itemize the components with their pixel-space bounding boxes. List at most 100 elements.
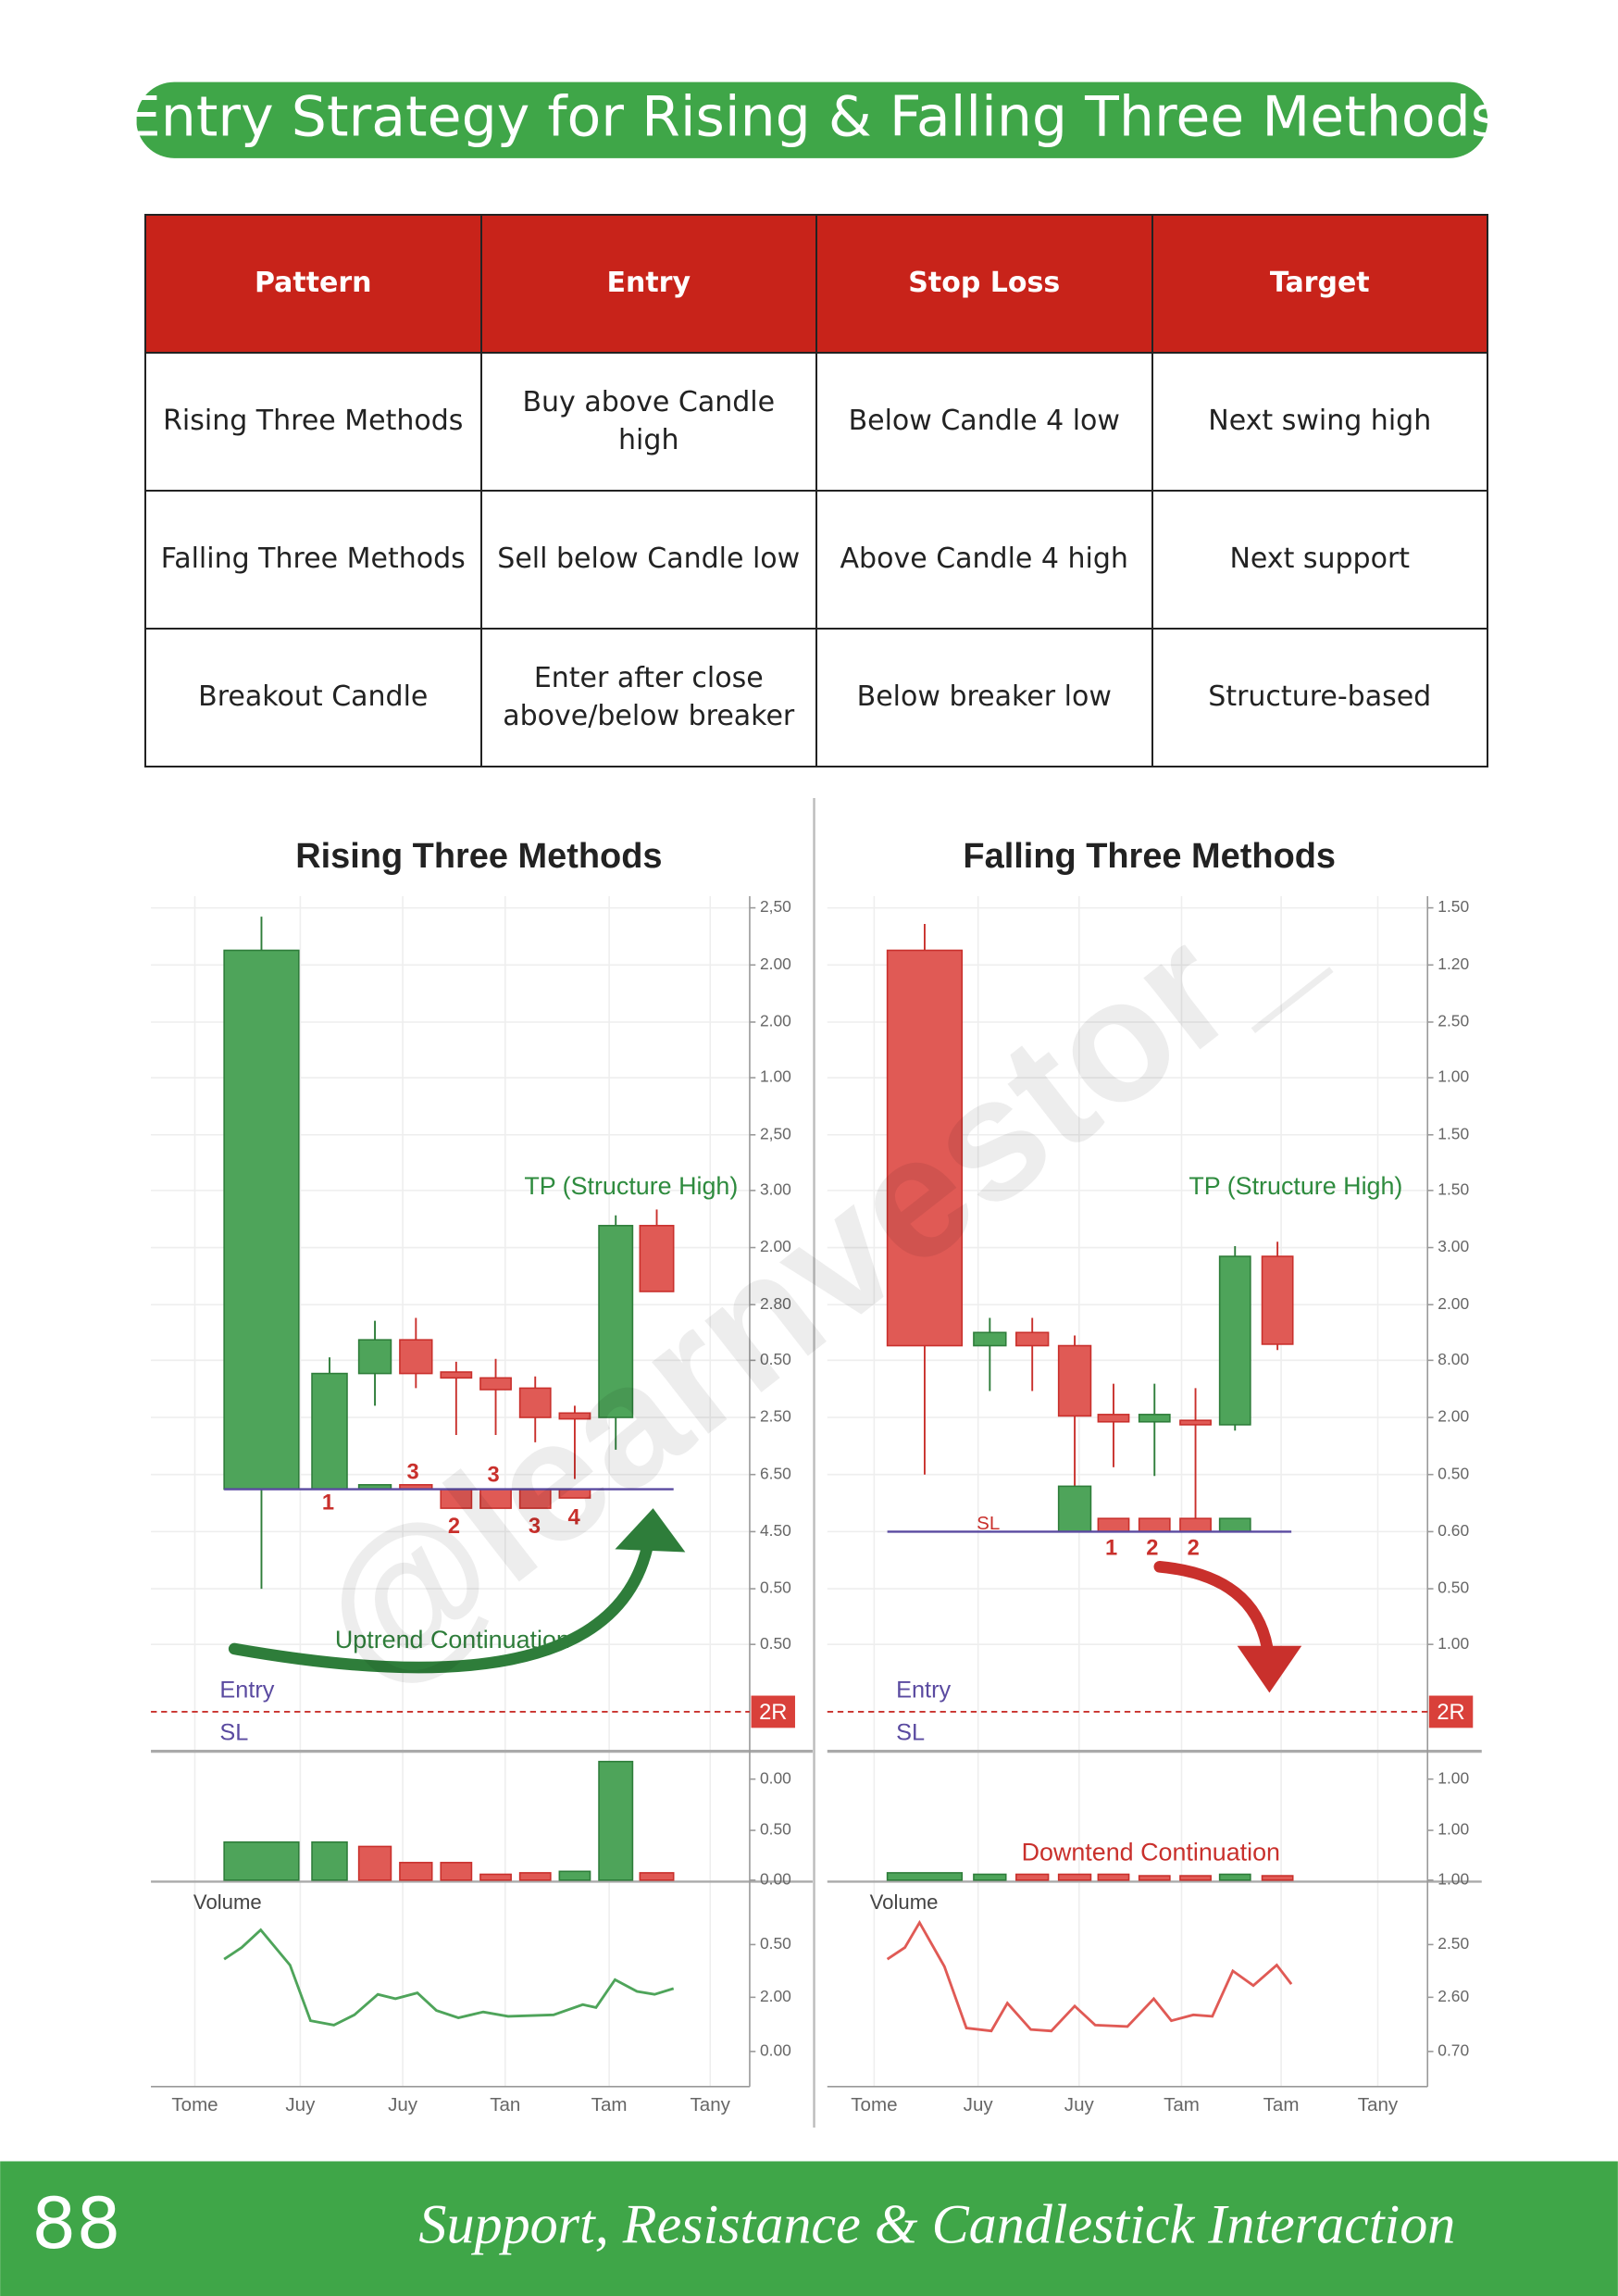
table-cell: Structure-based — [1151, 628, 1488, 767]
y-tick-label: 1.00 — [760, 1067, 791, 1086]
candle-body — [479, 1377, 512, 1391]
trend-arrow — [1153, 1561, 1275, 1658]
table-cell: Above Candle 4 high — [815, 490, 1153, 630]
x-tick-label: Tome — [171, 2094, 218, 2115]
title-pill — [136, 81, 1488, 158]
page-number: 88 — [31, 2183, 121, 2265]
x-tick-label: Tan — [490, 2094, 520, 2115]
x-tick-label: Tome — [851, 2094, 897, 2115]
column-header: Stop Loss — [815, 214, 1153, 354]
header-row: Pattern Entry Stop Loss Target — [144, 214, 1488, 354]
y-tick-label: 3.00 — [1438, 1237, 1469, 1255]
volume-bar — [518, 1872, 552, 1881]
volume-bar — [311, 1841, 348, 1881]
y-tick-label: 0.50 — [760, 1634, 791, 1653]
y-tick-label: 2.00 — [1438, 1294, 1469, 1313]
candle-body — [399, 1339, 433, 1375]
x-tick-label: Tany — [1358, 2094, 1399, 2115]
candle-number: 2 — [1146, 1537, 1158, 1561]
x-tick-label: Juy — [388, 2094, 418, 2115]
x-tick-label: Juy — [964, 2094, 994, 2115]
table-cell: Below breaker low — [815, 628, 1153, 767]
table-cell: Next support — [1151, 490, 1488, 630]
volume-line — [886, 1919, 1293, 2033]
entry-label: Entry — [896, 1677, 951, 1703]
candle-body — [518, 1387, 552, 1418]
y-tick-label: 2.00 — [760, 1237, 791, 1255]
chart-panel: Falling Three Methods 1.50 1.20 2.50 1.00 1.5… — [827, 837, 1482, 2115]
risk-label: 2R — [1437, 1701, 1464, 1725]
candle-number: 3 — [407, 1460, 419, 1484]
candle-body — [223, 949, 300, 1491]
volume-bar — [1218, 1873, 1251, 1881]
y-tick-label: 2.50 — [1438, 1012, 1469, 1030]
y-tick-label: 0.50 — [1438, 1578, 1469, 1597]
candle-body — [973, 1331, 1007, 1347]
table-cell: Below Candle 4 low — [815, 352, 1153, 492]
tp-label: TP (Structure High) — [524, 1172, 738, 1200]
table-cell: Falling Three Methods — [144, 490, 482, 630]
chart-title: Rising Three Methods — [295, 837, 662, 876]
y-tick-label: 2.00 — [1438, 1407, 1469, 1426]
baseline-label: SL — [977, 1513, 1000, 1534]
y-tick-label: 0.50 — [760, 1934, 791, 1953]
candle-body — [311, 1372, 348, 1491]
table-cell: Enter after close above/below breaker — [479, 628, 817, 767]
arrow-head — [1237, 1645, 1302, 1693]
volume-label: Volume — [193, 1890, 262, 1914]
y-tick-label: 0.00 — [760, 2040, 791, 2059]
candle-number: 1 — [1105, 1537, 1117, 1561]
volume-bar — [399, 1862, 433, 1881]
volume-label: Volume — [870, 1890, 939, 1914]
y-tick-label: 2.50 — [760, 1407, 791, 1426]
y-tick-label: 2.00 — [760, 1987, 791, 2005]
candle-body — [357, 1339, 392, 1375]
candle-body — [598, 1225, 634, 1418]
candle-body — [1179, 1419, 1212, 1426]
y-tick-label: 1.50 — [1438, 1124, 1469, 1142]
y-tick-label: 2,50 — [760, 1124, 791, 1142]
y-tick-label: 0.00 — [760, 1768, 791, 1787]
y-tick-label: 1.50 — [1438, 1179, 1469, 1198]
y-tick-label: 3.00 — [760, 1179, 791, 1198]
candle-number: 1 — [322, 1491, 334, 1516]
candle-number: 3 — [488, 1464, 500, 1488]
y-tick-label: 2.60 — [1438, 1987, 1469, 2005]
volume-bar — [886, 1872, 964, 1881]
y-tick-label: 0.50 — [760, 1578, 791, 1597]
y-tick-label: 2.00 — [760, 955, 791, 973]
x-tick-label: Tam — [591, 2094, 628, 2115]
y-tick-label: 2,50 — [760, 897, 791, 916]
y-tick-label: 1.00 — [1438, 1820, 1469, 1839]
volume-bar — [1261, 1875, 1294, 1881]
y-tick-label: 0.50 — [760, 1820, 791, 1839]
y-tick-label: 1.00 — [1438, 1869, 1469, 1888]
candle-body — [1097, 1414, 1130, 1423]
table-cell: Next swing high — [1151, 352, 1488, 492]
volume-bar — [440, 1862, 473, 1881]
strategy-table: Pattern Entry Stop Loss Target Rising Three… — [144, 214, 1488, 767]
x-tick-label: Tany — [691, 2094, 731, 2115]
candle-body — [1015, 1331, 1050, 1347]
chart-panel: Rising Three Methods 2,50 2.00 2.00 1.00 2,50… — [151, 837, 813, 2115]
table-row: Falling Three Methods Sell below Candle l… — [144, 490, 1488, 630]
candle-body — [639, 1225, 675, 1292]
trend-label: Uptrend Continuation — [335, 1626, 570, 1653]
volume-bar — [973, 1873, 1007, 1881]
candle-body — [1057, 1485, 1092, 1533]
y-tick-label: 1.50 — [1438, 897, 1469, 916]
y-tick-label: 1.00 — [1438, 1634, 1469, 1653]
candle-number: 4 — [568, 1505, 581, 1529]
table-cell: Sell below Candle low — [479, 490, 817, 630]
y-tick-label: 1.20 — [1438, 955, 1469, 973]
x-tick-label: Tam — [1263, 2094, 1300, 2115]
table-cell: Breakout Candle — [144, 628, 482, 767]
candle-body — [1138, 1517, 1171, 1533]
y-tick-label: 0.00 — [760, 1869, 791, 1888]
candle-body — [1057, 1344, 1092, 1417]
volume-bar — [1179, 1875, 1212, 1881]
entry-label: Entry — [219, 1677, 274, 1703]
y-tick-label: 2.00 — [760, 1012, 791, 1030]
y-tick-label: 6.50 — [760, 1464, 791, 1482]
candle-body — [558, 1412, 591, 1420]
